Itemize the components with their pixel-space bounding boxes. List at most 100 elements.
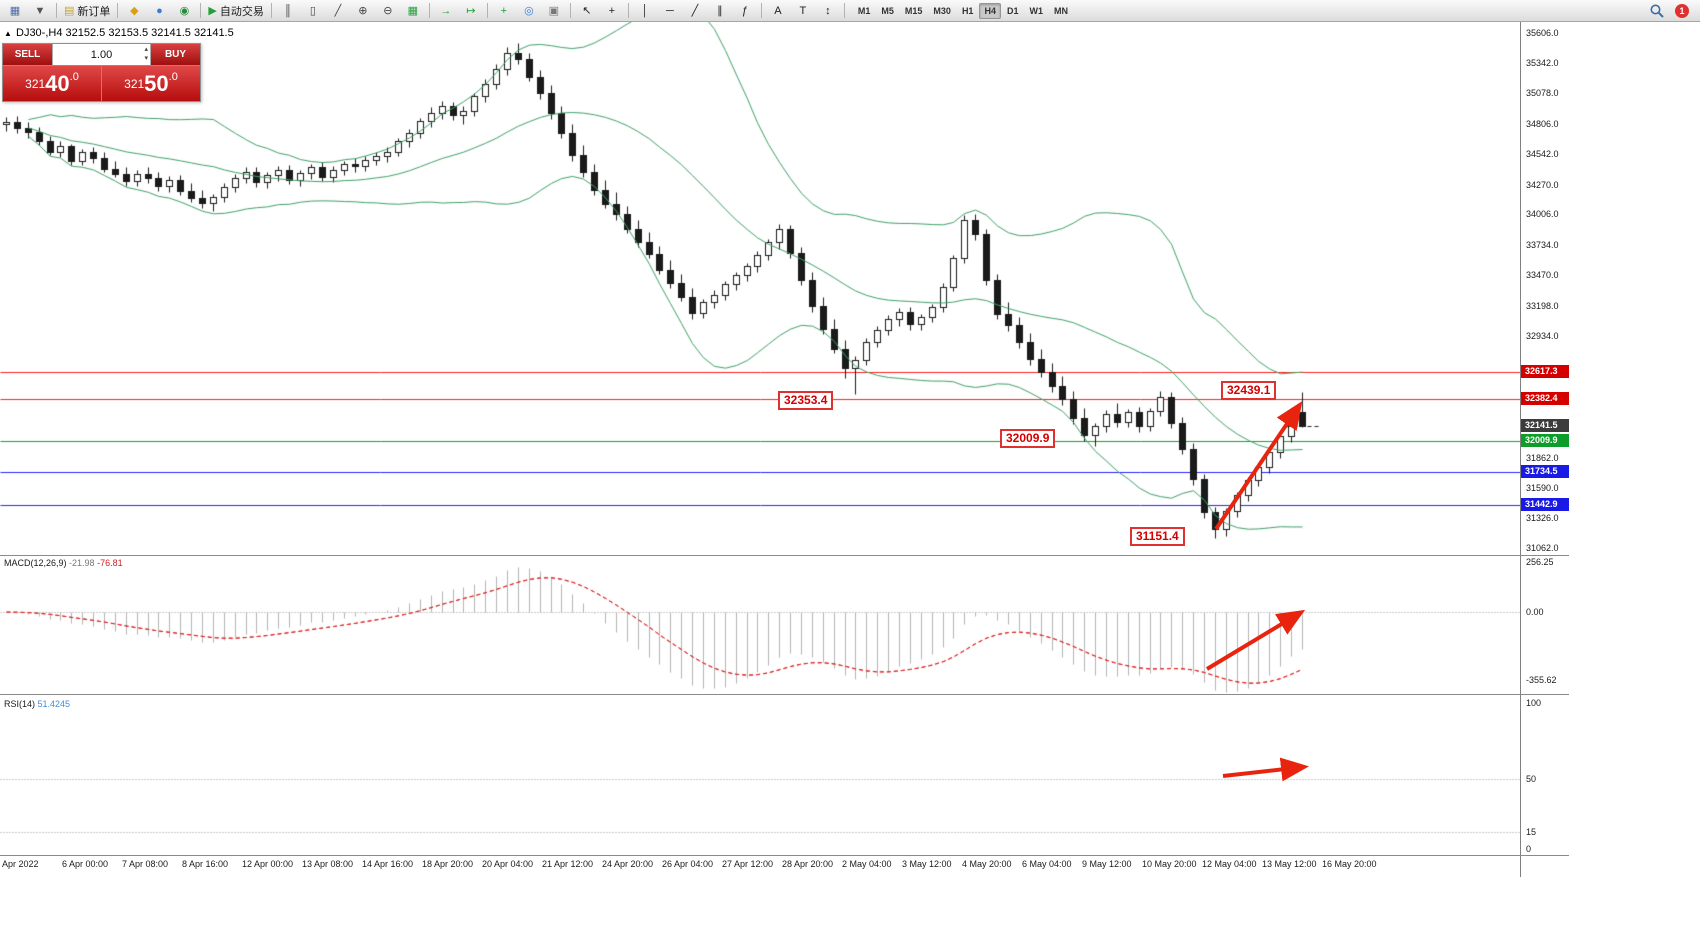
indicators-icon-glyph: + (500, 4, 508, 17)
cursor-icon[interactable]: ↖ (575, 1, 599, 21)
line-chart-type-icon[interactable]: ╱ (326, 1, 350, 21)
tile-windows-icon[interactable]: ▦ (401, 1, 425, 21)
new-chart-icon-glyph: ▦ (9, 5, 21, 17)
panel-divider[interactable] (0, 855, 1569, 856)
fibonacci-icon[interactable]: ƒ (733, 1, 757, 21)
timeframe-m1[interactable]: M1 (857, 5, 871, 16)
panel-divider[interactable] (0, 555, 1569, 556)
timeframe-h1[interactable]: H1 (961, 5, 974, 16)
buy-price-big: 50 (144, 70, 169, 96)
timeframe-d1[interactable]: D1 (1006, 5, 1019, 16)
horizontal-line-icon-glyph: ─ (665, 4, 674, 17)
new-chart-icon[interactable]: ▦ (3, 1, 27, 21)
new-order-button-glyph: ▤ (64, 5, 75, 17)
sell-button[interactable]: SELL (3, 44, 52, 65)
arrows-icon[interactable]: ↕ (816, 1, 840, 21)
axis-price-badge: 31734.5 (1521, 465, 1569, 479)
toolbar: ▦ ▼ ▤ 新订单 ◆ ● ◉ ▶ 自动交易 ║ ▯ ╱ ⊕ ⊖ ▦ → ↦ + ◎ ▣ ↖ + │ ─ ╱ ∥ ƒ A T ↕ M1 M5 M… (0, 0, 1700, 22)
time-axis-label: 8 Apr 16:00 (182, 859, 229, 869)
timeframe-h4[interactable]: H4 (979, 2, 1001, 19)
data-folder-icon[interactable]: ◉ (172, 1, 196, 21)
volume-field[interactable]: 1.00 ▴ ▾ (52, 44, 151, 65)
timeframe-w1[interactable]: W1 (1029, 5, 1043, 16)
toolbar-separator (569, 3, 571, 18)
chart-shift-icon-glyph: ↦ (466, 5, 476, 17)
timeframe-m5[interactable]: M5 (881, 5, 894, 16)
fibonacci-icon-glyph: ƒ (741, 4, 748, 17)
timeframe-m30[interactable]: M30 (933, 5, 951, 16)
rsi-tick-label: 100 (1526, 697, 1542, 708)
crosshair-icon[interactable]: + (600, 1, 624, 21)
autotrading-button-label: 自动交易 (219, 5, 264, 18)
time-axis-label: 13 May 12:00 (1262, 859, 1317, 869)
indicators-icon[interactable]: + (492, 1, 516, 21)
cursor-icon-glyph: ↖ (582, 5, 592, 17)
search-icon[interactable] (1649, 3, 1665, 19)
toolbar-separator (760, 3, 762, 18)
macd-value-1: -21.98 (69, 558, 95, 568)
data-folder-icon-glyph: ◉ (179, 5, 190, 17)
time-axis-label: 6 Apr 00:00 (62, 859, 109, 869)
chart-shift-icon[interactable]: ↦ (459, 1, 483, 21)
time-axis-label: 24 Apr 20:00 (602, 859, 654, 869)
zoom-out-button-glyph: ⊖ (383, 5, 393, 17)
timeframe-mn[interactable]: MN (1053, 5, 1068, 16)
volume-up-icon[interactable]: ▴ (144, 46, 148, 53)
zoom-in-button-glyph: ⊕ (358, 5, 368, 17)
profiles-dropdown-icon[interactable]: ▼ (28, 1, 52, 21)
volume-down-icon[interactable]: ▾ (144, 55, 148, 62)
history-center-icon[interactable]: ◆ (122, 1, 146, 21)
text-icon[interactable]: A (766, 1, 790, 21)
chart-symbol-label: DJ30-,H4 32152.5 32153.5 32141.5 32141.5 (16, 27, 234, 39)
text-label-icon-glyph: T (799, 4, 807, 17)
text-label-icon[interactable]: T (791, 1, 815, 21)
templates-icon[interactable]: ▣ (542, 1, 566, 21)
macd-value-2: -76.81 (97, 558, 123, 568)
new-order-button[interactable]: ▤ 新订单 (61, 1, 113, 21)
price-tick-label: 34006.0 (1526, 209, 1559, 220)
trendline-icon[interactable]: ╱ (683, 1, 707, 21)
price-tick-label: 33734.0 (1526, 240, 1559, 251)
templates-icon-glyph: ▣ (548, 5, 560, 17)
global-variables-icon-glyph: ● (156, 4, 163, 17)
time-axis-label: 27 Apr 12:00 (722, 859, 774, 869)
timeframe-m15[interactable]: M15 (904, 5, 923, 16)
price-tick-label: 33470.0 (1526, 270, 1559, 281)
global-variables-icon[interactable]: ● (147, 1, 171, 21)
sell-price[interactable]: 321 40.0 (3, 66, 101, 101)
price-tick-label: 31862.0 (1526, 452, 1559, 463)
autotrading-button-glyph: ▶ (208, 5, 217, 17)
time-axis[interactable]: Apr 2022 6 Apr 00:00 7 Apr 08:00 8 Apr 16:0… (0, 856, 1569, 876)
candlestick-chart-type-icon[interactable]: ▯ (301, 1, 325, 21)
buy-button[interactable]: BUY (151, 44, 200, 65)
current-price-badge: 32141.5 (1521, 418, 1569, 432)
toolbar-right-group: 1 (1649, 3, 1697, 19)
macd-tick-label: 256.25 (1526, 557, 1554, 568)
one-click-top-row: SELL 1.00 ▴ ▾ BUY (3, 44, 200, 65)
autotrading-button[interactable]: ▶ 自动交易 (205, 1, 266, 21)
buy-price[interactable]: 321 50.0 (102, 66, 200, 101)
rsi-name: RSI(14) (4, 699, 36, 709)
horizontal-line-icon[interactable]: ─ (658, 1, 682, 21)
time-axis-label: 3 May 12:00 (902, 859, 952, 869)
channel-icon[interactable]: ∥ (708, 1, 732, 21)
periods-icon[interactable]: ◎ (517, 1, 541, 21)
collapse-one-click-icon[interactable]: ▲ (4, 29, 12, 38)
zoom-out-button[interactable]: ⊖ (376, 1, 400, 21)
notification-badge[interactable]: 1 (1675, 3, 1689, 18)
zoom-in-button[interactable]: ⊕ (351, 1, 375, 21)
panel-divider[interactable] (0, 694, 1569, 695)
macd-label: MACD(12,26,9) -21.98 -76.81 (4, 558, 123, 568)
price-axis[interactable]: 35606.0 35342.0 35078.0 34806.0 34542.0 34270… (1520, 22, 1570, 877)
vertical-line-icon[interactable]: │ (633, 1, 657, 21)
toolbar-separator (56, 3, 57, 18)
time-axis-label: 12 May 04:00 (1202, 859, 1257, 869)
candlestick-chart-canvas[interactable] (0, 22, 1520, 876)
bar-chart-type-icon[interactable]: ║ (276, 1, 300, 21)
price-callout: 31151.4 (1130, 527, 1185, 546)
toolbar-separator (270, 3, 272, 18)
time-axis-label: 13 Apr 08:00 (302, 859, 354, 869)
crosshair-icon-glyph: + (608, 4, 616, 17)
sell-price-frac: .0 (69, 71, 79, 83)
auto-scroll-icon[interactable]: → (434, 1, 458, 21)
